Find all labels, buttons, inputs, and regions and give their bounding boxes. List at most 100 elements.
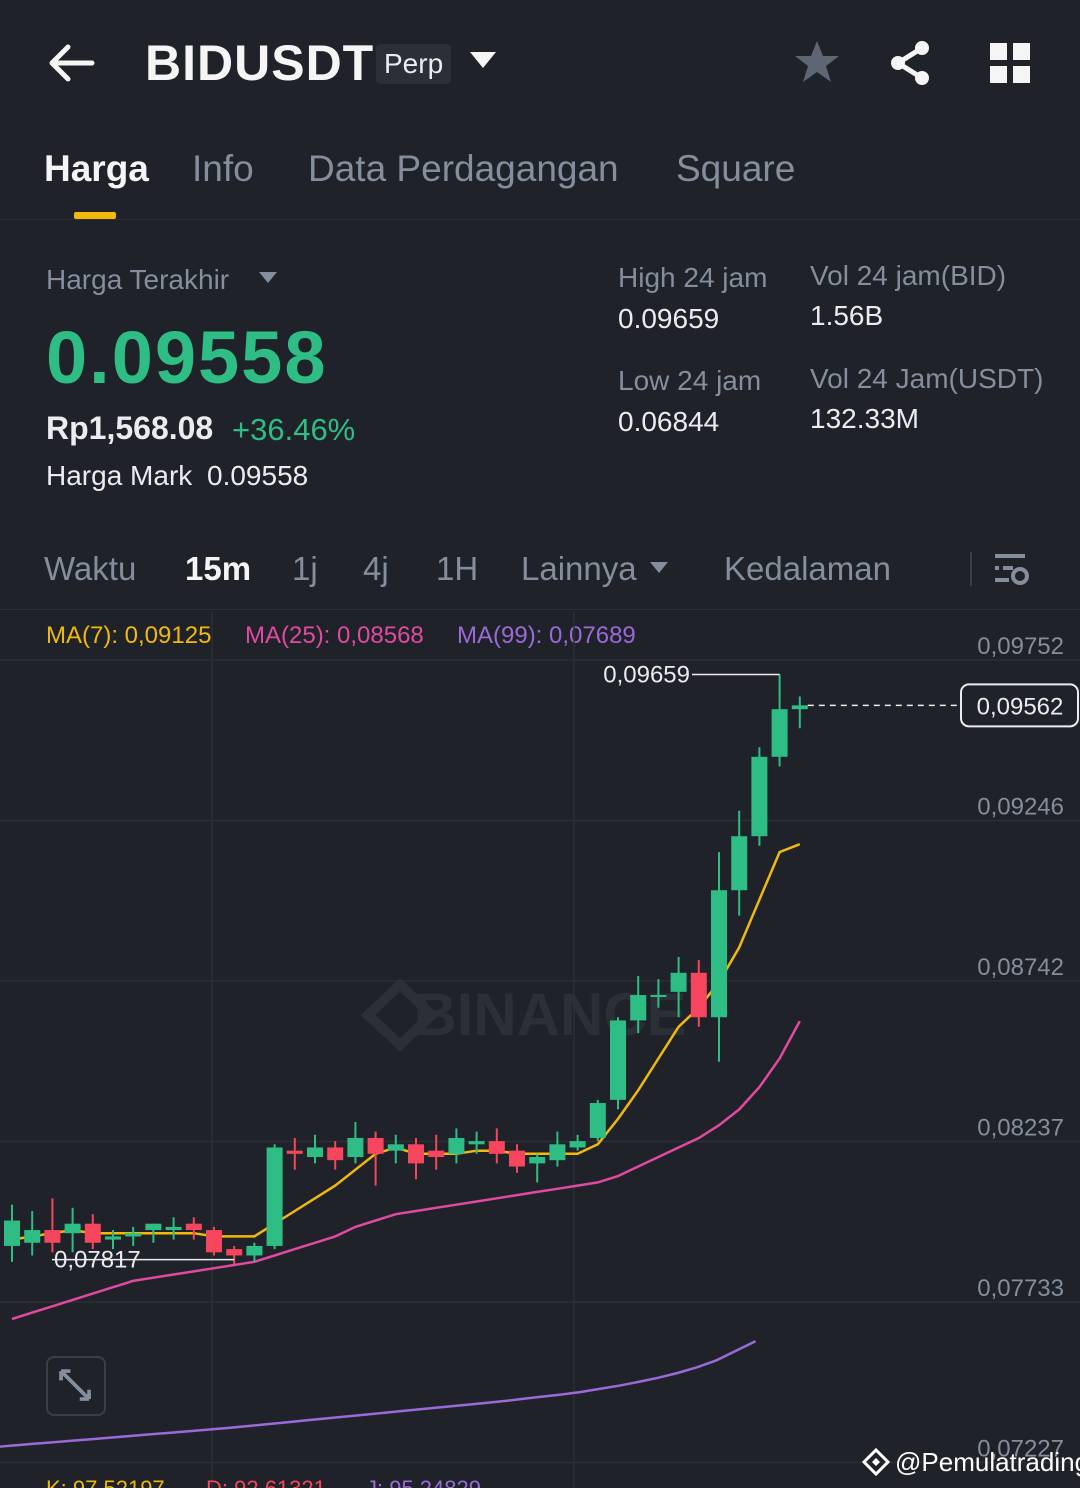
candle-body bbox=[731, 836, 748, 891]
candles bbox=[4, 674, 808, 1266]
low-24h-value: 0.06844 bbox=[618, 406, 720, 437]
y-tick-label: 0,08237 bbox=[977, 1115, 1064, 1142]
candle-body bbox=[286, 1150, 303, 1154]
candle-body bbox=[488, 1141, 505, 1154]
star-icon[interactable] bbox=[792, 38, 842, 88]
binance-square-logo-icon bbox=[862, 1448, 890, 1476]
app-header: BIDUSDT Perp bbox=[0, 0, 1080, 125]
last-price-dropdown-icon[interactable] bbox=[259, 272, 277, 283]
candle-body bbox=[165, 1226, 182, 1231]
ma7-legend: MA(7): 0,09125 bbox=[46, 622, 212, 649]
ma7-line bbox=[11, 843, 801, 1241]
grid-menu-icon[interactable] bbox=[985, 38, 1035, 88]
interval-4j[interactable]: 4j bbox=[363, 550, 389, 587]
candle-body bbox=[468, 1141, 485, 1145]
candle-body bbox=[105, 1236, 121, 1240]
interval-1h[interactable]: 1H bbox=[436, 550, 479, 587]
last-price-label[interactable]: Harga Terakhir bbox=[46, 264, 230, 295]
y-tick-label: 0,08742 bbox=[977, 954, 1064, 981]
vol-usdt-value: 132.33M bbox=[810, 403, 919, 434]
candle-body bbox=[711, 890, 727, 1018]
high-24h-value: 0.09659 bbox=[618, 303, 720, 334]
candle-body bbox=[771, 709, 788, 757]
contract-type-badge: Perp bbox=[376, 44, 452, 84]
candle-body bbox=[589, 1103, 606, 1138]
current-price-label: 0,09562 bbox=[977, 693, 1064, 720]
kdj-k-value: K: 97,52197 bbox=[46, 1476, 165, 1488]
symbol-dropdown-icon[interactable] bbox=[470, 52, 496, 68]
high-marker-label: 0,09659 bbox=[603, 662, 690, 689]
more-dropdown-icon[interactable] bbox=[650, 562, 668, 573]
candle-body bbox=[307, 1147, 323, 1158]
candle-body bbox=[206, 1230, 222, 1253]
mark-price-value: 0.09558 bbox=[207, 460, 309, 491]
candle-body bbox=[650, 995, 667, 998]
y-tick-label: 0,07733 bbox=[977, 1275, 1064, 1302]
ma25-legend: MA(25): 0,08568 bbox=[245, 622, 424, 649]
change-percent: +36.46% bbox=[232, 412, 356, 447]
interval-15m[interactable]: 15m bbox=[185, 550, 252, 587]
ma99-legend: MA(99): 0,07689 bbox=[457, 622, 636, 649]
candle-body bbox=[266, 1147, 283, 1246]
waktu-label[interactable]: Waktu bbox=[44, 550, 137, 587]
more-intervals[interactable]: Lainnya bbox=[521, 550, 637, 587]
interval-1j[interactable]: 1j bbox=[292, 550, 318, 587]
y-tick-label: 0,09246 bbox=[977, 794, 1064, 821]
candle-body bbox=[64, 1223, 81, 1234]
depth-tab[interactable]: Kedalaman bbox=[724, 550, 891, 587]
vol-bid-label: Vol 24 jam(BID) bbox=[810, 260, 1007, 291]
candle-body bbox=[630, 995, 647, 1021]
candle-body bbox=[610, 1020, 626, 1100]
ma-lines bbox=[0, 843, 801, 1448]
candle-body bbox=[569, 1141, 586, 1148]
candle-body bbox=[751, 756, 768, 837]
candle-body bbox=[408, 1144, 424, 1164]
tab-harga[interactable]: Harga bbox=[44, 148, 149, 189]
candle-body bbox=[670, 972, 687, 992]
candle-body bbox=[226, 1249, 243, 1256]
expand-chart-button[interactable] bbox=[46, 1356, 106, 1416]
kdj-j-value: J: 95,24829 bbox=[366, 1476, 481, 1488]
tab-square[interactable]: Square bbox=[676, 148, 796, 189]
creator-handle: @Pemulatrading bbox=[895, 1447, 1080, 1477]
y-tick-label: 0,09752 bbox=[977, 633, 1064, 660]
expand-icon bbox=[59, 1369, 91, 1401]
back-arrow-icon[interactable] bbox=[44, 38, 96, 88]
candle-body bbox=[690, 972, 707, 1018]
tab-data-perdagangan[interactable]: Data Perdagangan bbox=[308, 148, 619, 189]
candle-body bbox=[367, 1137, 384, 1154]
candle-body bbox=[4, 1220, 20, 1246]
candle-body bbox=[509, 1150, 525, 1167]
low-24h-label: Low 24 jam bbox=[618, 365, 762, 396]
candle-body bbox=[84, 1223, 101, 1243]
y-axis-labels: 0,09752 0,09246 0,08742 0,08237 0,07733 0,072… bbox=[977, 633, 1064, 1463]
last-price: 0.09558 bbox=[46, 316, 328, 399]
binance-watermark-icon bbox=[360, 978, 440, 1052]
divider bbox=[970, 552, 972, 586]
candle-body bbox=[387, 1144, 404, 1151]
high-24h-label: High 24 jam bbox=[618, 262, 768, 293]
chart-grid bbox=[0, 612, 1080, 1488]
candle-body bbox=[529, 1157, 546, 1164]
candle-body bbox=[125, 1233, 142, 1237]
tab-info[interactable]: Info bbox=[192, 148, 254, 189]
interval-bar: Waktu 15m 1j 4j 1H Lainnya Kedalaman bbox=[0, 540, 1080, 610]
candle-body bbox=[327, 1147, 344, 1161]
current-price-tag bbox=[960, 683, 1079, 728]
vol-bid-value: 1.56B bbox=[810, 300, 884, 331]
candle-body bbox=[549, 1144, 566, 1161]
candle-body bbox=[791, 705, 808, 710]
chart-settings-icon[interactable] bbox=[992, 550, 1032, 590]
low-marker-label: 0,07817 bbox=[54, 1247, 141, 1274]
symbol-title[interactable]: BIDUSDT bbox=[145, 35, 375, 91]
share-icon[interactable] bbox=[886, 38, 936, 88]
active-tab-indicator bbox=[74, 212, 116, 219]
candle-body bbox=[347, 1137, 364, 1158]
candle-body bbox=[145, 1223, 162, 1231]
candle-body bbox=[24, 1230, 41, 1243]
price-markers: 0,09562 0,09659 0,07817 bbox=[52, 662, 1079, 1274]
main-tabs: Harga Info Data Perdagangan Square bbox=[0, 140, 1080, 220]
mark-price-label: Harga Mark bbox=[46, 460, 193, 491]
kdj-d-value: D: 92,61321 bbox=[206, 1476, 326, 1488]
